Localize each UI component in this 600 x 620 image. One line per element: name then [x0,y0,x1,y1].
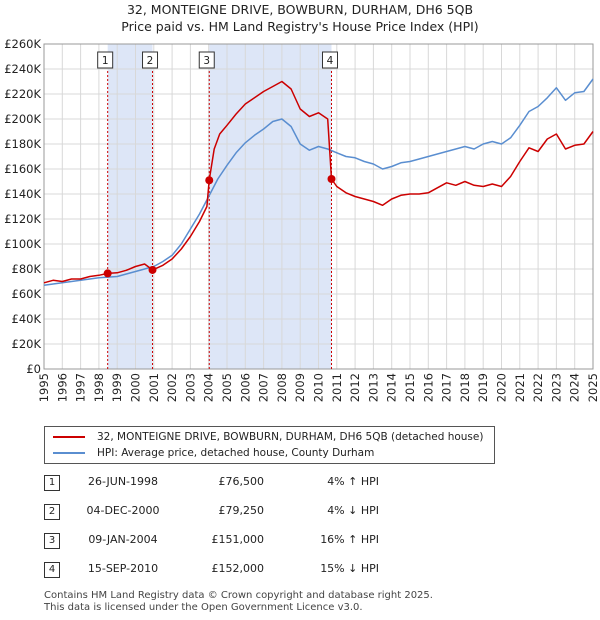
plot-border [43,43,594,370]
sale-point [205,176,214,185]
sale-marker-label: 4 [327,55,334,67]
x-tick-label: 2012 [348,373,362,402]
y-tick-label: £140K [4,187,41,201]
x-tick-label: 2004 [202,373,216,402]
x-tick-label: 2003 [183,373,197,402]
x-tick-label: 2002 [165,373,179,402]
sale-price: £151,000 [211,533,265,546]
sale-point [148,265,157,274]
sales-table: 1 26-JUN-1998 £76,500 4% ↑ HPI 2 04-DEC-… [44,472,584,588]
sale-point [103,269,112,278]
sale-hpi-change: 4% ↑ HPI [327,475,379,488]
y-tick-label: £40K [12,312,42,326]
y-tick-label: £100K [4,237,41,251]
sale-marker-box [198,51,215,69]
x-tick-label: 1995 [37,373,51,402]
x-tick-label: 2024 [568,373,582,402]
hpi-series-line [43,78,594,287]
footer-copyright: Contains HM Land Registry data © Crown c… [44,590,433,601]
y-tick-label: £120K [4,212,41,226]
x-tick-label: 2010 [312,373,326,402]
sale-price: £152,000 [211,562,265,575]
legend-item-hpi: HPI: Average price, detached house, Coun… [53,445,374,461]
y-tick-label: £0 [26,362,41,376]
y-tick-label: £200K [4,112,41,126]
sale-marker-label: 1 [102,55,109,67]
sale-point [327,175,336,183]
x-tick-label: 2021 [513,373,527,402]
x-tick-label: 1997 [74,373,88,402]
sale-row: 3 09-JAN-2004 £151,000 16% ↑ HPI [44,530,584,559]
sale-number: 2 [44,504,60,520]
y-tick-label: £20K [12,337,42,351]
sale-hpi-change: 15% ↓ HPI [320,562,379,575]
y-tick-label: £240K [4,62,41,76]
x-tick-label: 2018 [458,373,472,402]
sale-date: 04-DEC-2000 [86,504,160,517]
y-tick-label: £180K [4,137,41,151]
x-tick-label: 2025 [586,373,600,402]
sale-date: 26-JUN-1998 [87,475,159,488]
y-tick-label: £60K [12,287,42,301]
x-tick-label: 2011 [330,373,344,402]
sale-marker-label: 2 [147,55,154,67]
x-tick-label: 2013 [366,373,380,402]
legend-item-property: 32, MONTEIGNE DRIVE, BOWBURN, DURHAM, DH… [53,429,483,445]
x-tick-label: 1998 [92,373,106,402]
x-tick-label: 2022 [531,373,545,402]
footer: Contains HM Land Registry data © Crown c… [44,590,433,614]
x-tick-label: 2017 [440,373,454,402]
x-tick-label: 2009 [293,373,307,402]
sale-marker-box [97,51,114,69]
sale-marker-label: 3 [203,55,210,67]
chart-title: 32, MONTEIGNE DRIVE, BOWBURN, DURHAM, DH… [126,2,474,17]
shaded-region [209,44,332,369]
x-tick-label: 2005 [220,373,234,402]
x-tick-label: 2014 [385,373,399,402]
sale-number: 3 [44,533,60,549]
y-tick-label: £220K [4,87,41,101]
y-tick-label: £80K [12,262,42,276]
chart-subtitle: Price paid vs. HM Land Registry's House … [121,19,479,34]
sale-date: 15-SEP-2010 [87,562,159,575]
x-tick-label: 1996 [55,373,69,402]
legend-swatch-property [53,436,85,438]
x-tick-label: 2007 [257,373,271,402]
sale-marker-box [142,51,159,69]
sale-hpi-change: 16% ↑ HPI [320,533,379,546]
x-tick-label: 2000 [129,373,143,402]
sale-number: 4 [44,562,60,578]
footer-license: This data is licensed under the Open Gov… [44,602,363,613]
x-tick-label: 1999 [110,373,124,402]
sale-price: £76,500 [218,475,265,488]
x-tick-label: 2020 [495,373,509,402]
property-series-line [43,80,594,284]
y-tick-label: £260K [4,37,41,51]
x-tick-label: 2015 [403,373,417,402]
legend: 32, MONTEIGNE DRIVE, BOWBURN, DURHAM, DH… [44,426,495,464]
legend-label-property: 32, MONTEIGNE DRIVE, BOWBURN, DURHAM, DH… [97,431,484,443]
legend-swatch-hpi [53,452,85,454]
sale-row: 4 15-SEP-2010 £152,000 15% ↓ HPI [44,559,584,588]
price-chart: £0 £20K £40K £60K £80K £100K £120K £140K £160K £1… [4,37,600,402]
sale-date: 09-JAN-2004 [88,533,158,546]
x-tick-label: 2001 [147,373,161,402]
x-tick-label: 2023 [549,373,563,402]
sale-price: £79,250 [218,504,265,517]
legend-label-hpi: HPI: Average price, detached house, Coun… [97,447,375,459]
x-tick-label: 2019 [476,373,490,402]
sale-row: 2 04-DEC-2000 £79,250 4% ↓ HPI [44,501,584,530]
y-tick-label: £160K [4,162,41,176]
shaded-region [107,44,153,369]
x-tick-label: 2008 [275,373,289,402]
x-tick-label: 2006 [238,373,252,402]
sale-hpi-change: 4% ↓ HPI [327,504,379,517]
x-tick-label: 2016 [421,373,435,402]
sale-number: 1 [44,475,60,491]
sale-row: 1 26-JUN-1998 £76,500 4% ↑ HPI [44,472,584,501]
sale-marker-box [321,51,338,69]
